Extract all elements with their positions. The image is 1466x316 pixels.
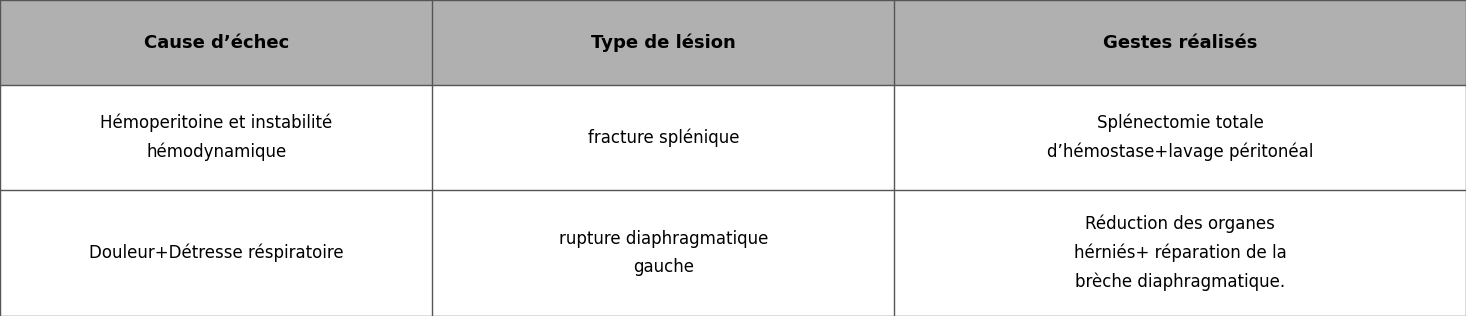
Text: rupture diaphragmatique
gauche: rupture diaphragmatique gauche <box>559 230 768 276</box>
Bar <box>0 85 432 190</box>
Text: Réduction des organes
hérniés+ réparation de la
brèche diaphragmatique.: Réduction des organes hérniés+ réparatio… <box>1073 215 1287 291</box>
Text: fracture splénique: fracture splénique <box>588 128 739 147</box>
Text: Gestes réalisés: Gestes réalisés <box>1102 34 1258 52</box>
Bar <box>894 85 1466 190</box>
Bar <box>894 190 1466 316</box>
Text: Hémoperitoine et instabilité
hémodynamique: Hémoperitoine et instabilité hémodynamiq… <box>100 114 333 161</box>
Text: Cause d’échec: Cause d’échec <box>144 34 289 52</box>
Text: Splénectomie totale
d’hémostase+lavage péritonéal: Splénectomie totale d’hémostase+lavage p… <box>1047 114 1314 161</box>
Bar <box>432 0 894 85</box>
Text: Type de lésion: Type de lésion <box>591 33 736 52</box>
Bar <box>432 190 894 316</box>
Bar <box>0 0 432 85</box>
Text: Douleur+Détresse réspiratoire: Douleur+Détresse réspiratoire <box>89 244 343 262</box>
Bar <box>894 0 1466 85</box>
Bar <box>0 190 432 316</box>
Bar <box>432 85 894 190</box>
